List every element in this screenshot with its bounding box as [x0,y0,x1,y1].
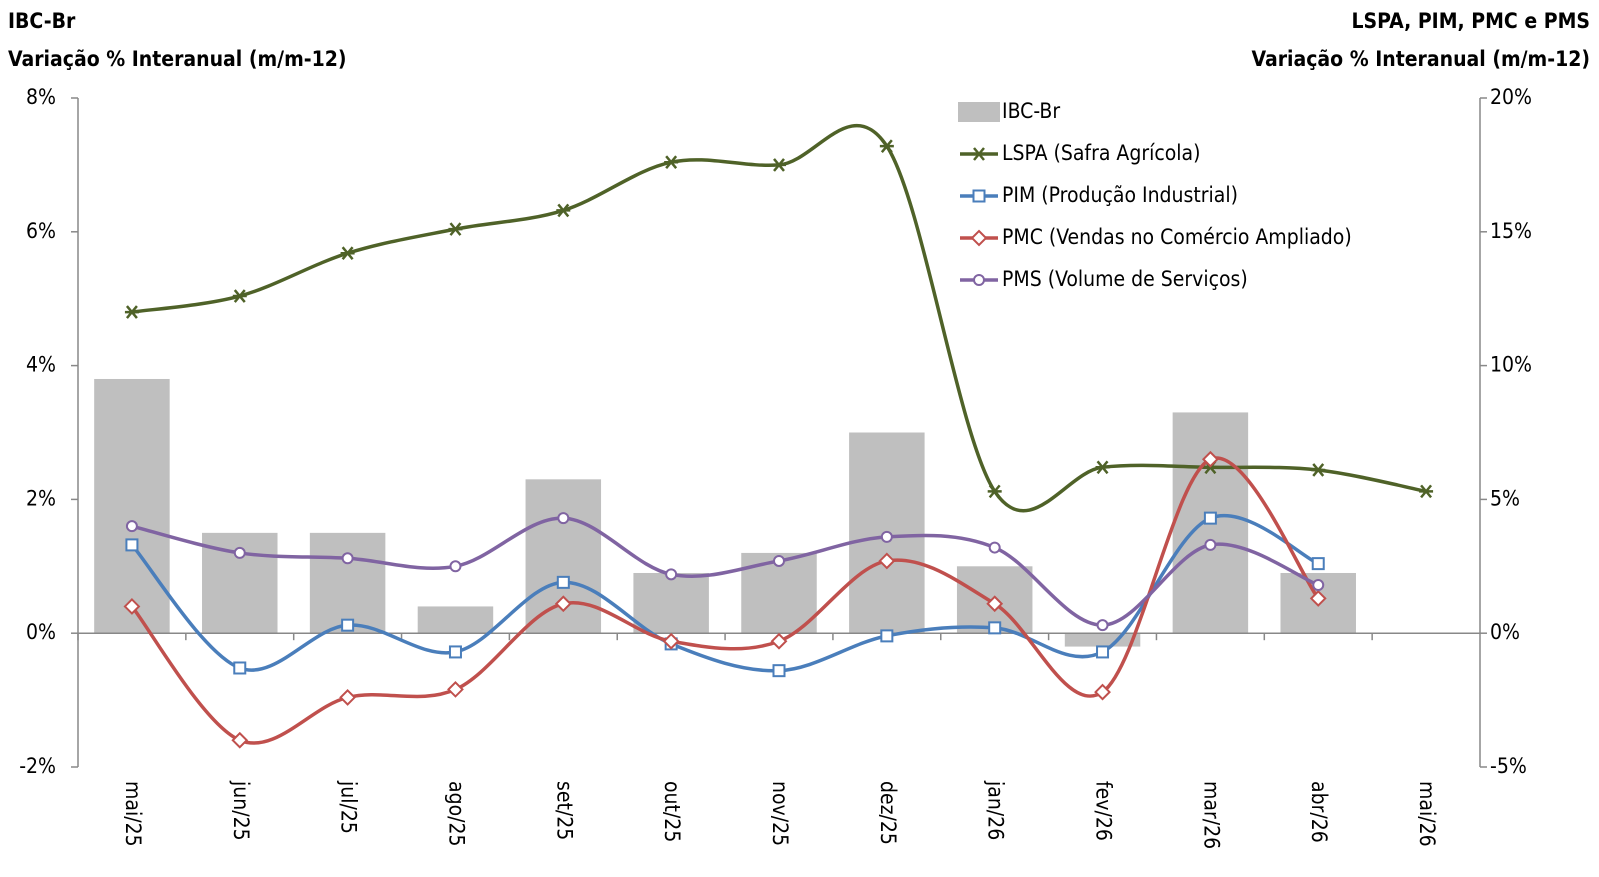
marker [988,621,1002,635]
x-tick-label: jan/26 [984,780,1008,840]
y2-tick-label: 10% [1490,353,1532,377]
marker [554,595,572,613]
marker [447,680,464,698]
y-tick-label: 4% [26,353,56,377]
x-tick-label: jun/25 [229,780,253,841]
legend-label: LSPA (Safra Agrícola) [1002,141,1201,165]
marker [123,598,141,615]
y2-tick-label: 15% [1490,219,1532,243]
legend-marker [973,274,985,286]
x-tick-label: fev/26 [1092,781,1116,841]
marker [664,155,679,170]
marker [233,661,247,675]
left-axis-title: IBC-Br [8,9,76,33]
x-tick-label: ago/25 [444,781,468,847]
y2-tick-label: 0% [1490,620,1520,644]
legend-label: PIM (Produção Industrial) [1002,183,1238,207]
legend-label: PMC (Vendas no Comércio Ampliado) [1002,225,1352,249]
marker [773,554,785,567]
marker [556,575,570,589]
marker [1311,557,1325,571]
marker [449,560,462,573]
marker [341,552,354,565]
y-tick-label: 0% [26,620,56,644]
x-tick-label: mar/26 [1199,781,1223,849]
marker [124,305,139,319]
x-tick-label: mai/26 [1415,781,1439,847]
marker [1096,645,1110,659]
marker [772,664,786,678]
line [131,123,1427,513]
y-tick-label: 6% [26,219,56,243]
legend-swatch [958,102,1000,122]
left-axis-subtitle: Variação % Interanual (m/m-12) [8,47,347,71]
marker [448,645,462,659]
marker [1095,460,1110,475]
x-tick-label: nov/25 [768,781,792,846]
marker [1309,589,1327,607]
marker [880,629,894,643]
y2-tick-label: 20% [1490,85,1532,109]
marker [232,289,247,303]
marker [987,484,1002,499]
marker [233,546,246,559]
marker [125,520,138,533]
marker [988,541,1001,554]
y2-tick-label: -5% [1490,754,1527,778]
marker [880,530,893,543]
marker [557,512,570,525]
right-axis-title: LSPA, PIM, PMC e PMS [1352,9,1590,33]
marker [1096,619,1109,632]
legend-label: PMS (Volume de Serviços) [1002,267,1248,291]
bar [633,572,709,634]
x-tick-label: abr/26 [1307,781,1331,843]
marker [1203,511,1217,525]
bar [94,378,170,634]
legend-marker [972,189,986,203]
bar [309,532,386,634]
marker [879,139,894,153]
marker [662,632,680,650]
marker [1419,484,1434,499]
legend-label: IBC-Br [1002,99,1060,123]
marker [556,203,571,218]
right-axis-subtitle: Variação % Interanual (m/m-12) [1251,47,1590,71]
marker [1094,683,1111,701]
marker [125,538,139,552]
marker [1204,538,1217,551]
marker [231,731,249,749]
legend-marker [970,229,988,247]
x-tick-label: out/25 [660,781,684,842]
marker [770,632,788,650]
legend-marker [972,147,986,161]
marker [878,552,896,570]
x-tick-label: mai/25 [121,781,145,847]
y-tick-label: 2% [26,486,56,510]
bar [417,606,494,634]
x-tick-label: dez/25 [876,781,900,845]
marker [340,246,355,261]
y2-tick-label: 5% [1490,486,1520,510]
x-tick-label: jul/25 [337,780,361,834]
y-tick-label: -2% [19,754,56,778]
marker [665,568,678,581]
y-tick-label: 8% [26,85,56,109]
marker [1312,579,1325,592]
marker [986,595,1004,613]
marker [772,158,786,172]
marker [448,222,463,236]
line [130,514,1319,673]
marker [1311,463,1326,477]
x-tick-label: set/25 [552,781,576,840]
marker [1201,450,1219,468]
marker [339,689,357,706]
marker [341,618,355,632]
